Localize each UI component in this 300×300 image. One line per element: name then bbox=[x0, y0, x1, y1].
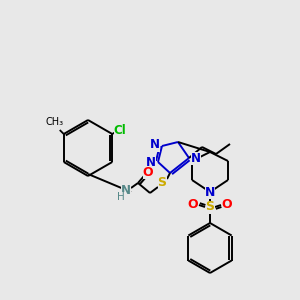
Text: O: O bbox=[143, 166, 153, 178]
Text: O: O bbox=[222, 199, 232, 212]
Text: N: N bbox=[191, 152, 201, 164]
Text: S: S bbox=[206, 200, 214, 214]
Text: N: N bbox=[146, 157, 156, 169]
Text: CH₃: CH₃ bbox=[46, 117, 64, 127]
Text: N: N bbox=[205, 185, 215, 199]
Text: N: N bbox=[150, 139, 160, 152]
Text: S: S bbox=[158, 176, 166, 190]
Text: N: N bbox=[121, 184, 131, 196]
Text: O: O bbox=[188, 199, 198, 212]
Text: H: H bbox=[117, 192, 125, 202]
Text: Cl: Cl bbox=[114, 124, 127, 136]
